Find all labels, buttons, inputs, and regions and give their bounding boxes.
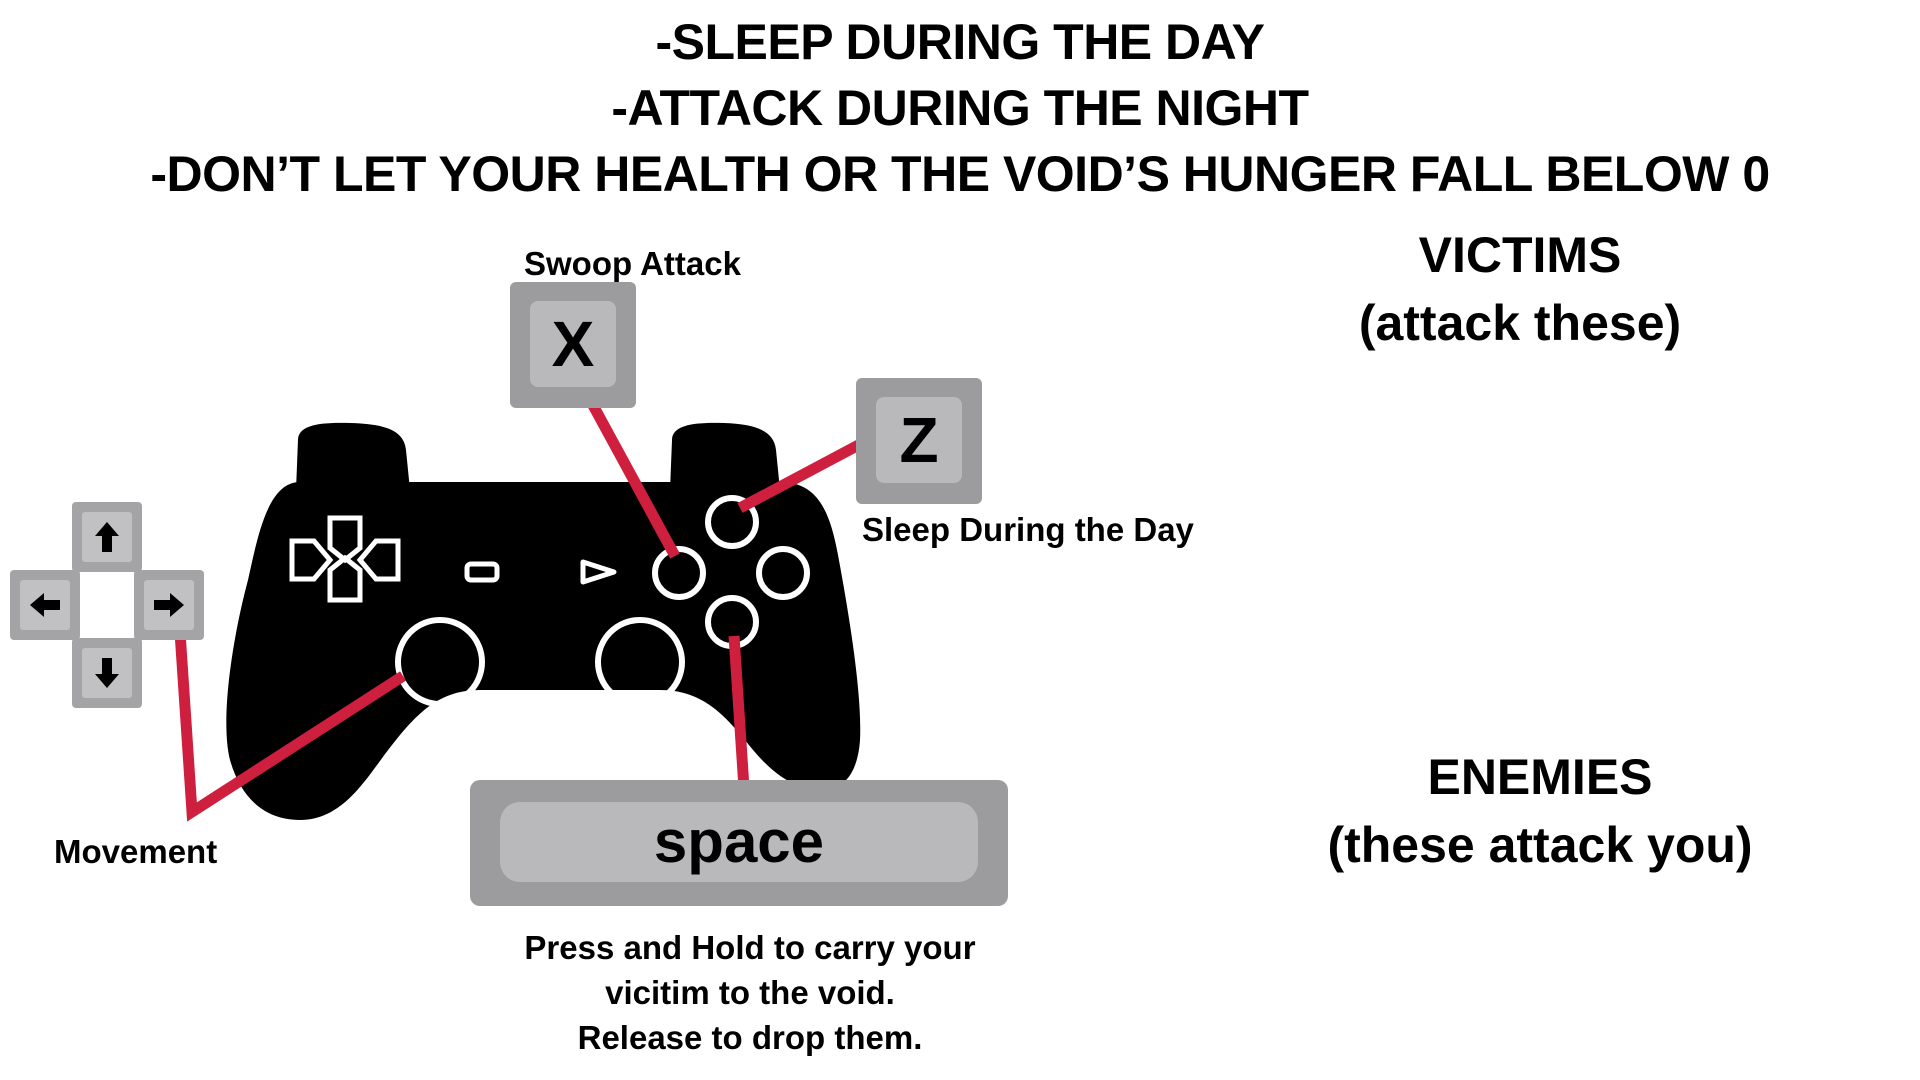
analog-stick-icon <box>395 617 485 707</box>
victims-subtitle: (attack these) <box>1358 295 1682 351</box>
connector-lines <box>174 393 871 822</box>
down-arrow-key <box>72 638 142 708</box>
select-button <box>464 561 500 583</box>
carry-instruction-line: Press and Hold to carry your <box>524 929 976 966</box>
right-arrow-key <box>134 570 204 640</box>
right-arrow-icon <box>154 593 184 617</box>
rule-health-hunger: -DON’T LET YOUR HEALTH OR THE VOID’S HUN… <box>150 146 1770 202</box>
start-button <box>580 559 617 585</box>
dpad-icon <box>289 515 401 603</box>
z-key: Z <box>856 378 982 504</box>
space-key: space <box>470 780 1008 906</box>
space-key-cap: space <box>500 802 978 882</box>
carry-instruction-line: Release to drop them. <box>577 1019 923 1056</box>
up-arrow-icon <box>95 522 119 552</box>
rule-sleep-day: -SLEEP DURING THE DAY <box>655 14 1265 70</box>
movement-label: Movement <box>54 833 218 870</box>
z-key-cap: Z <box>876 397 962 483</box>
analog-stick-right <box>595 617 685 707</box>
left-arrow-icon <box>30 593 60 617</box>
left-arrow-key <box>10 570 80 640</box>
face-buttons-icon <box>652 495 810 649</box>
carry-instruction-line: vicitim to the void. <box>605 974 895 1011</box>
up-arrow-key <box>72 502 142 572</box>
rule-attack-night: -ATTACK DURING THE NIGHT <box>611 80 1309 136</box>
swoop-attack-label: Swoop Attack <box>524 245 741 282</box>
x-key-cap: X <box>530 301 616 387</box>
gamepad-icon <box>226 422 861 820</box>
enemies-title: ENEMIES <box>1427 749 1653 805</box>
carry-instructions: Press and Hold to carry your vicitim to … <box>470 925 1030 1060</box>
victims-title: VICTIMS <box>1418 227 1622 283</box>
enemies-subtitle: (these attack you) <box>1327 817 1753 873</box>
down-arrow-icon <box>95 658 119 688</box>
x-key: X <box>510 282 636 408</box>
sleep-label: Sleep During the Day <box>862 511 1194 548</box>
